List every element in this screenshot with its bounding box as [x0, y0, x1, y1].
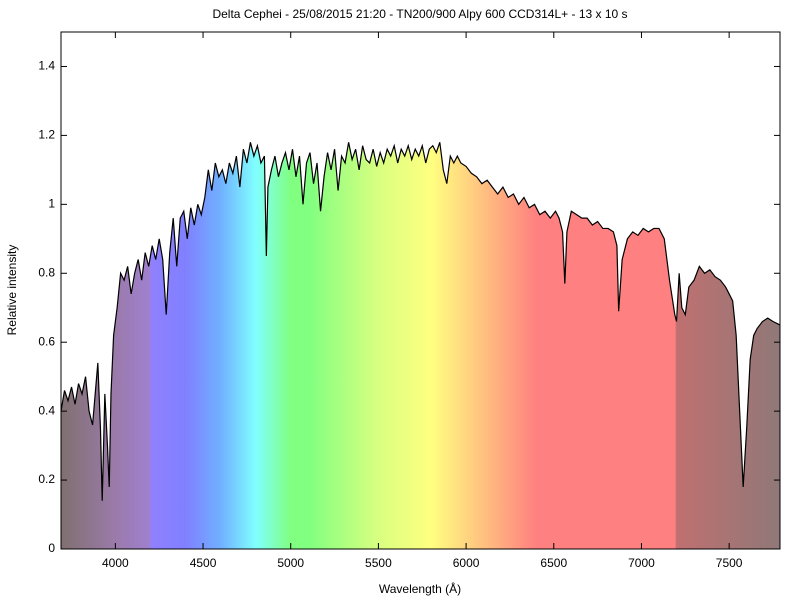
x-tick-label: 6500	[540, 556, 567, 570]
plot-frame	[60, 31, 781, 550]
chart-title: Delta Cephei - 25/08/2015 21:20 - TN200/…	[212, 7, 627, 21]
y-tick-label: 1.4	[38, 59, 55, 73]
x-axis-label: Wavelength (Å)	[379, 581, 461, 596]
y-tick-label: 1.2	[38, 128, 55, 142]
y-tick-label: 0.2	[38, 472, 55, 486]
y-tick-label: 0.8	[38, 265, 55, 279]
y-tick-label: 1	[48, 197, 55, 211]
x-tick-label: 7000	[628, 556, 655, 570]
y-tick-label: 0.4	[38, 403, 55, 417]
y-axis-label: Relative intensity	[5, 245, 19, 336]
spectrum-line	[60, 142, 781, 501]
x-tick-label: 7500	[716, 556, 743, 570]
x-tick-label: 5000	[277, 556, 304, 570]
x-tick-label: 4500	[190, 556, 217, 570]
x-tick-label: 5500	[365, 556, 392, 570]
x-tick-label: 4000	[102, 556, 129, 570]
spectrum-area	[61, 142, 780, 550]
x-tick-label: 6000	[453, 556, 480, 570]
y-tick-label: 0.6	[38, 334, 55, 348]
y-tick-label: 0	[48, 541, 55, 555]
